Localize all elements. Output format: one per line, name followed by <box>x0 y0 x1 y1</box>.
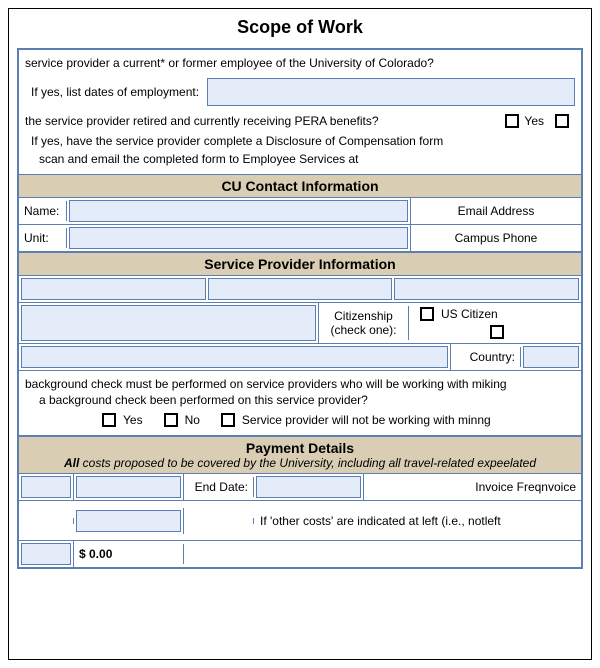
invoice-freq-label: Invoice Freqnvoice <box>364 477 581 497</box>
bg-yes-checkbox[interactable] <box>102 413 116 427</box>
sp-input-4[interactable] <box>21 305 316 341</box>
form-page: Scope of Work service provider a current… <box>8 8 592 660</box>
bg-check-line1: background check must be performed on se… <box>19 371 581 391</box>
name-input[interactable] <box>69 200 408 222</box>
country-label: Country: <box>451 347 521 367</box>
country-input[interactable] <box>523 346 579 368</box>
sp-input-1[interactable] <box>21 278 206 300</box>
q2-text: the service provider retired and current… <box>25 114 502 128</box>
pay-date-row: End Date: Invoice Freqnvoice <box>19 474 581 501</box>
q2-yes-checkbox[interactable] <box>505 114 519 128</box>
pay-input-2[interactable] <box>76 476 181 498</box>
amount-value: $ 0.00 <box>74 544 184 564</box>
other-citizen-checkbox[interactable] <box>490 325 504 339</box>
q1-text: service provider a current* or former em… <box>19 50 581 74</box>
phone-label: Campus Phone <box>411 228 581 248</box>
pay-input-3[interactable] <box>76 510 181 532</box>
pay-input-4[interactable] <box>21 543 71 565</box>
q2-no-checkbox[interactable] <box>555 114 569 128</box>
section-pay-header: Payment Details All costs proposed to be… <box>19 436 581 474</box>
end-date-label: End Date: <box>184 477 254 497</box>
email-label: Email Address <box>411 201 581 221</box>
pay-title: Payment Details <box>22 440 578 456</box>
cu-name-row: Name: Email Address <box>19 198 581 225</box>
bg-no-checkbox[interactable] <box>164 413 178 427</box>
us-citizen-label: US Citizen <box>441 307 498 321</box>
pay-other-row: If 'other costs' are indicated at left (… <box>19 501 581 541</box>
bg-na-label: Service provider will not be working wit… <box>242 413 491 427</box>
sp-input-3[interactable] <box>394 278 579 300</box>
employment-dates-input[interactable] <box>207 78 575 106</box>
bg-yes-label: Yes <box>123 413 143 427</box>
sp-citizenship-row: Citizenship (check one): US Citizen <box>19 303 581 344</box>
end-date-input[interactable] <box>256 476 361 498</box>
form-body: service provider a current* or former em… <box>17 48 583 569</box>
sp-row1 <box>19 276 581 303</box>
bg-check-line2: a background check been performed on thi… <box>19 391 581 411</box>
bg-na-checkbox[interactable] <box>221 413 235 427</box>
bg-no-label: No <box>185 413 200 427</box>
q1-followup: If yes, list dates of employment: <box>31 85 199 99</box>
form-title: Scope of Work <box>9 9 591 48</box>
unit-input[interactable] <box>69 227 408 249</box>
name-label: Name: <box>19 201 67 221</box>
cu-unit-row: Unit: Campus Phone <box>19 225 581 252</box>
section-cu-header: CU Contact Information <box>19 174 581 198</box>
pay-input-1[interactable] <box>21 476 71 498</box>
sp-input-5[interactable] <box>21 346 448 368</box>
pay-sub-rest: costs proposed to be covered by the Univ… <box>79 456 536 470</box>
pay-subtitle: All costs proposed to be covered by the … <box>22 456 578 470</box>
q2-followup2: scan and email the completed form to Emp… <box>19 148 581 174</box>
sp-input-2[interactable] <box>208 278 393 300</box>
unit-label: Unit: <box>19 228 67 248</box>
section-sp-header: Service Provider Information <box>19 252 581 276</box>
citizenship-label2: (check one): <box>330 323 396 337</box>
pay-sub-all: All <box>64 456 79 470</box>
pay-amount-row: $ 0.00 <box>19 541 581 567</box>
sp-country-row: Country: <box>19 344 581 371</box>
other-costs-label: If 'other costs' are indicated at left (… <box>254 508 581 534</box>
us-citizen-checkbox[interactable] <box>420 307 434 321</box>
citizenship-label1: Citizenship <box>334 309 393 323</box>
q2-followup1: If yes, have the service provider comple… <box>19 130 581 148</box>
q2-yes-label: Yes <box>524 114 544 128</box>
